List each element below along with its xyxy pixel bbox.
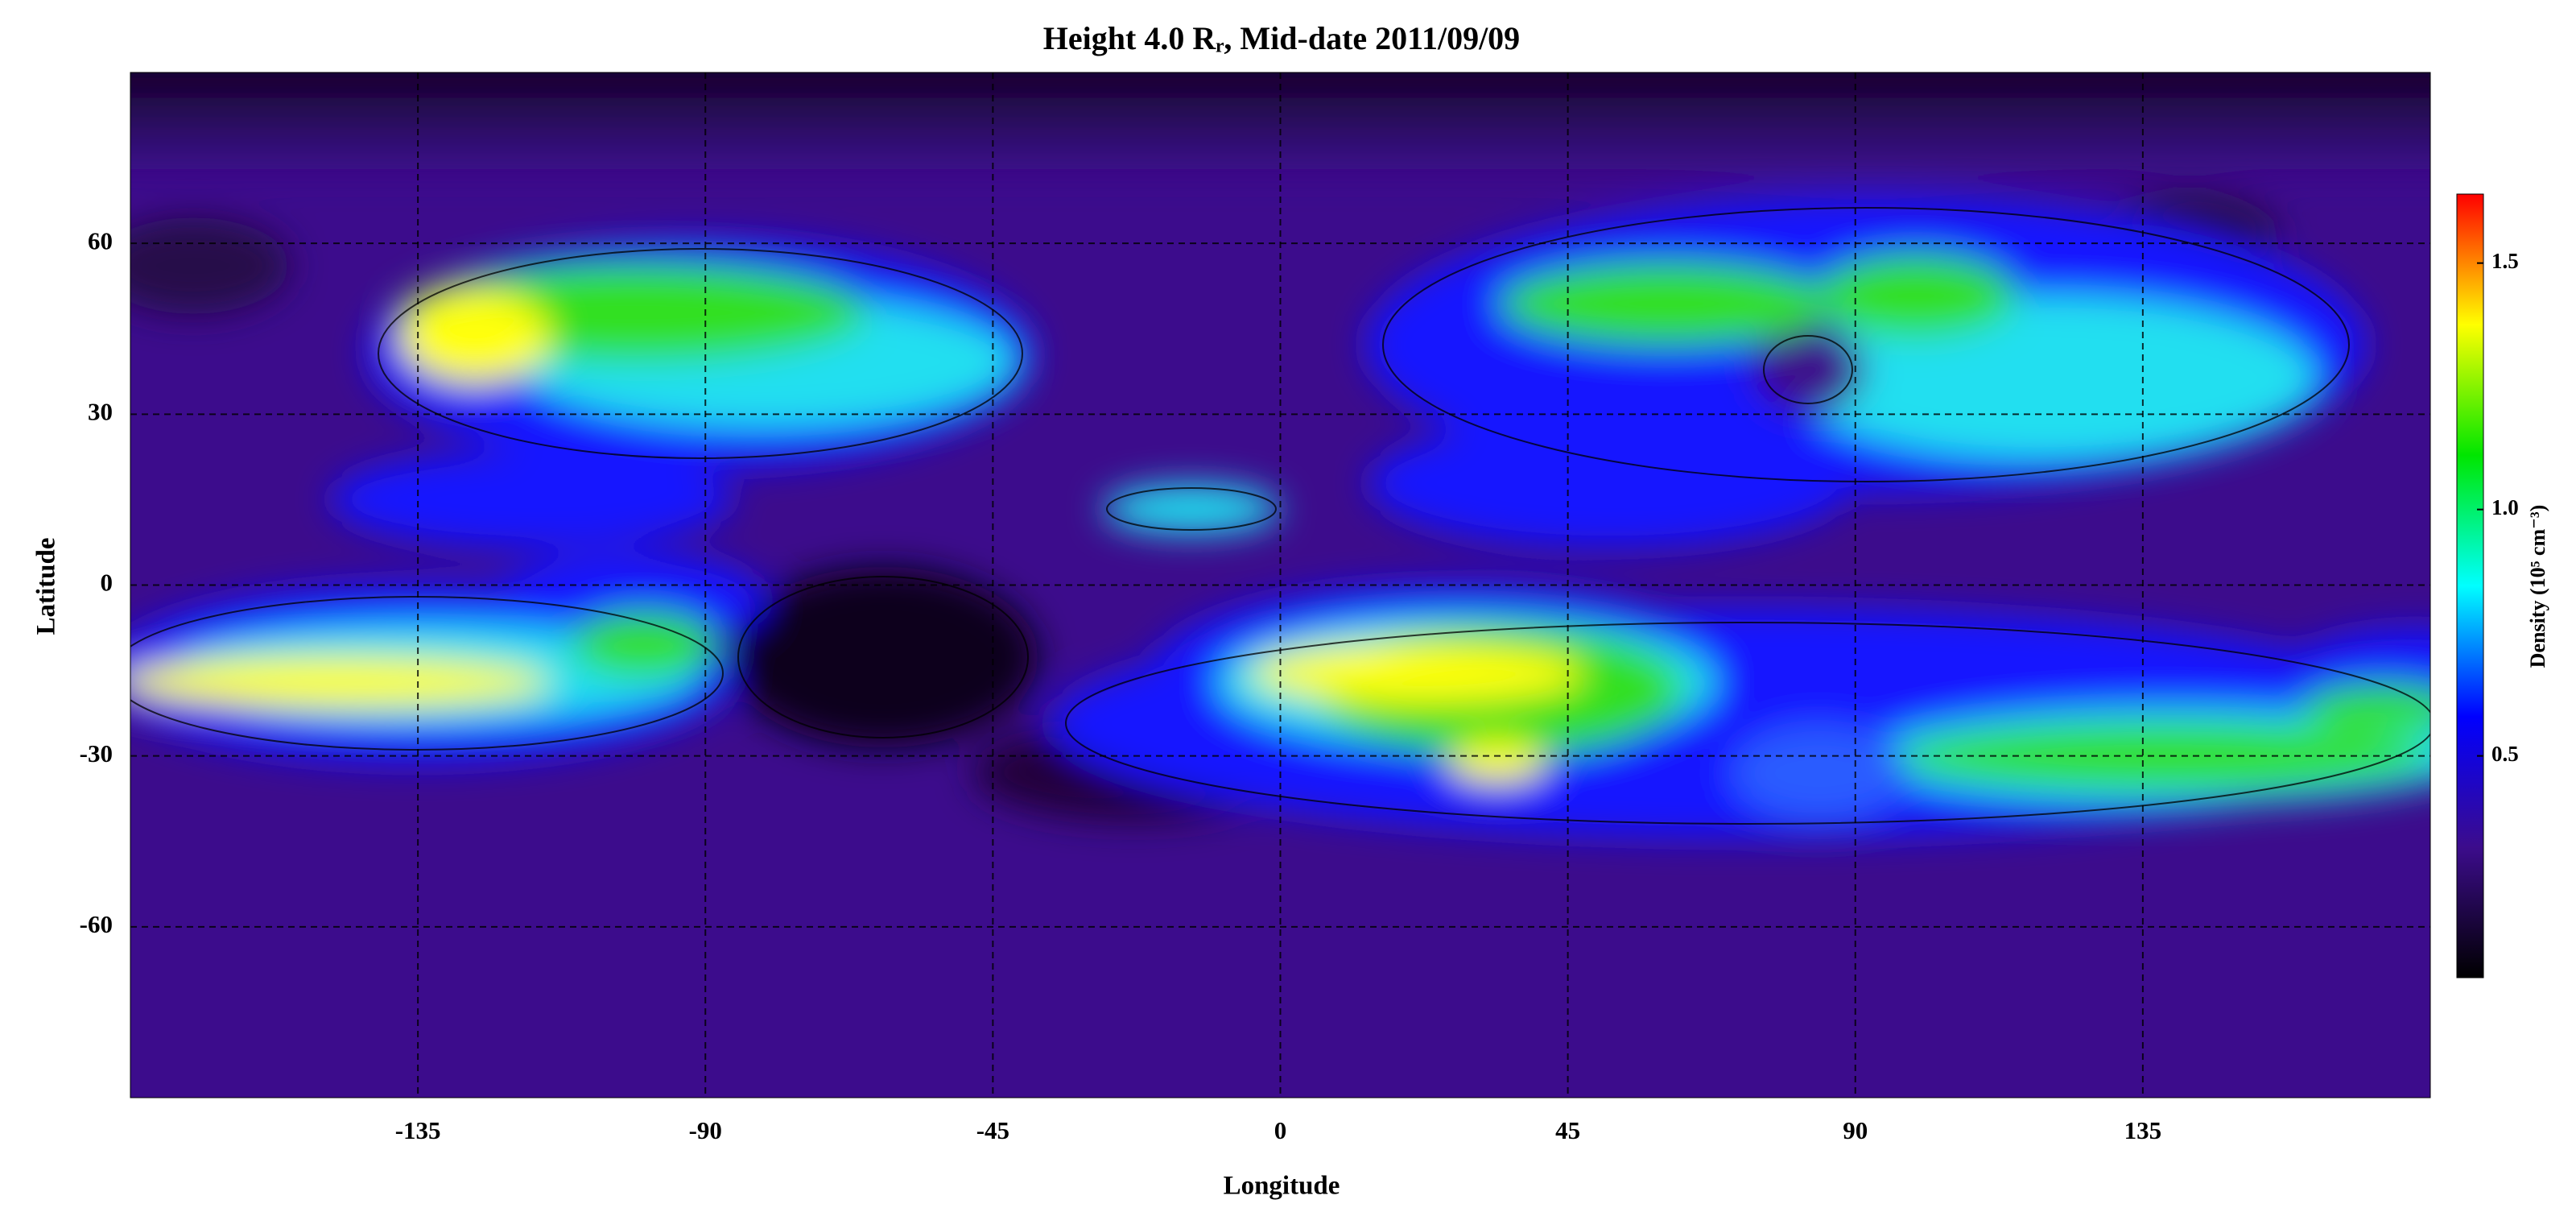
density-map bbox=[130, 72, 2430, 1098]
y-tick-label: -60 bbox=[80, 910, 113, 938]
colorbar-tick-label: 0.5 bbox=[2491, 742, 2519, 766]
x-tick-label: 135 bbox=[2124, 1116, 2162, 1144]
y-tick-label: 30 bbox=[88, 397, 113, 425]
colorbar-label: Density (10⁵ cm⁻³) bbox=[2526, 505, 2549, 668]
colorbar-tick-label: 1.0 bbox=[2491, 495, 2519, 519]
x-tick-label: 45 bbox=[1555, 1116, 1580, 1144]
y-tick-label: 0 bbox=[101, 569, 114, 597]
x-axis-label: Longitude bbox=[1224, 1172, 1340, 1201]
colorbar-tick-label: 1.5 bbox=[2491, 249, 2519, 273]
colorbar bbox=[2456, 193, 2484, 978]
x-tick-label: -45 bbox=[976, 1116, 1009, 1144]
y-axis-label: Latitude bbox=[32, 537, 61, 635]
x-tick-label: 0 bbox=[1274, 1116, 1287, 1144]
y-tick-label: 60 bbox=[88, 226, 113, 254]
x-tick-label: 90 bbox=[1843, 1116, 1868, 1144]
x-tick-label: -90 bbox=[689, 1116, 722, 1144]
x-tick-label: -135 bbox=[395, 1116, 441, 1144]
chart-title: Height 4.0 Rᵣ, Mid-date 2011/09/09 bbox=[1043, 20, 1520, 56]
y-tick-label: -30 bbox=[80, 739, 113, 767]
